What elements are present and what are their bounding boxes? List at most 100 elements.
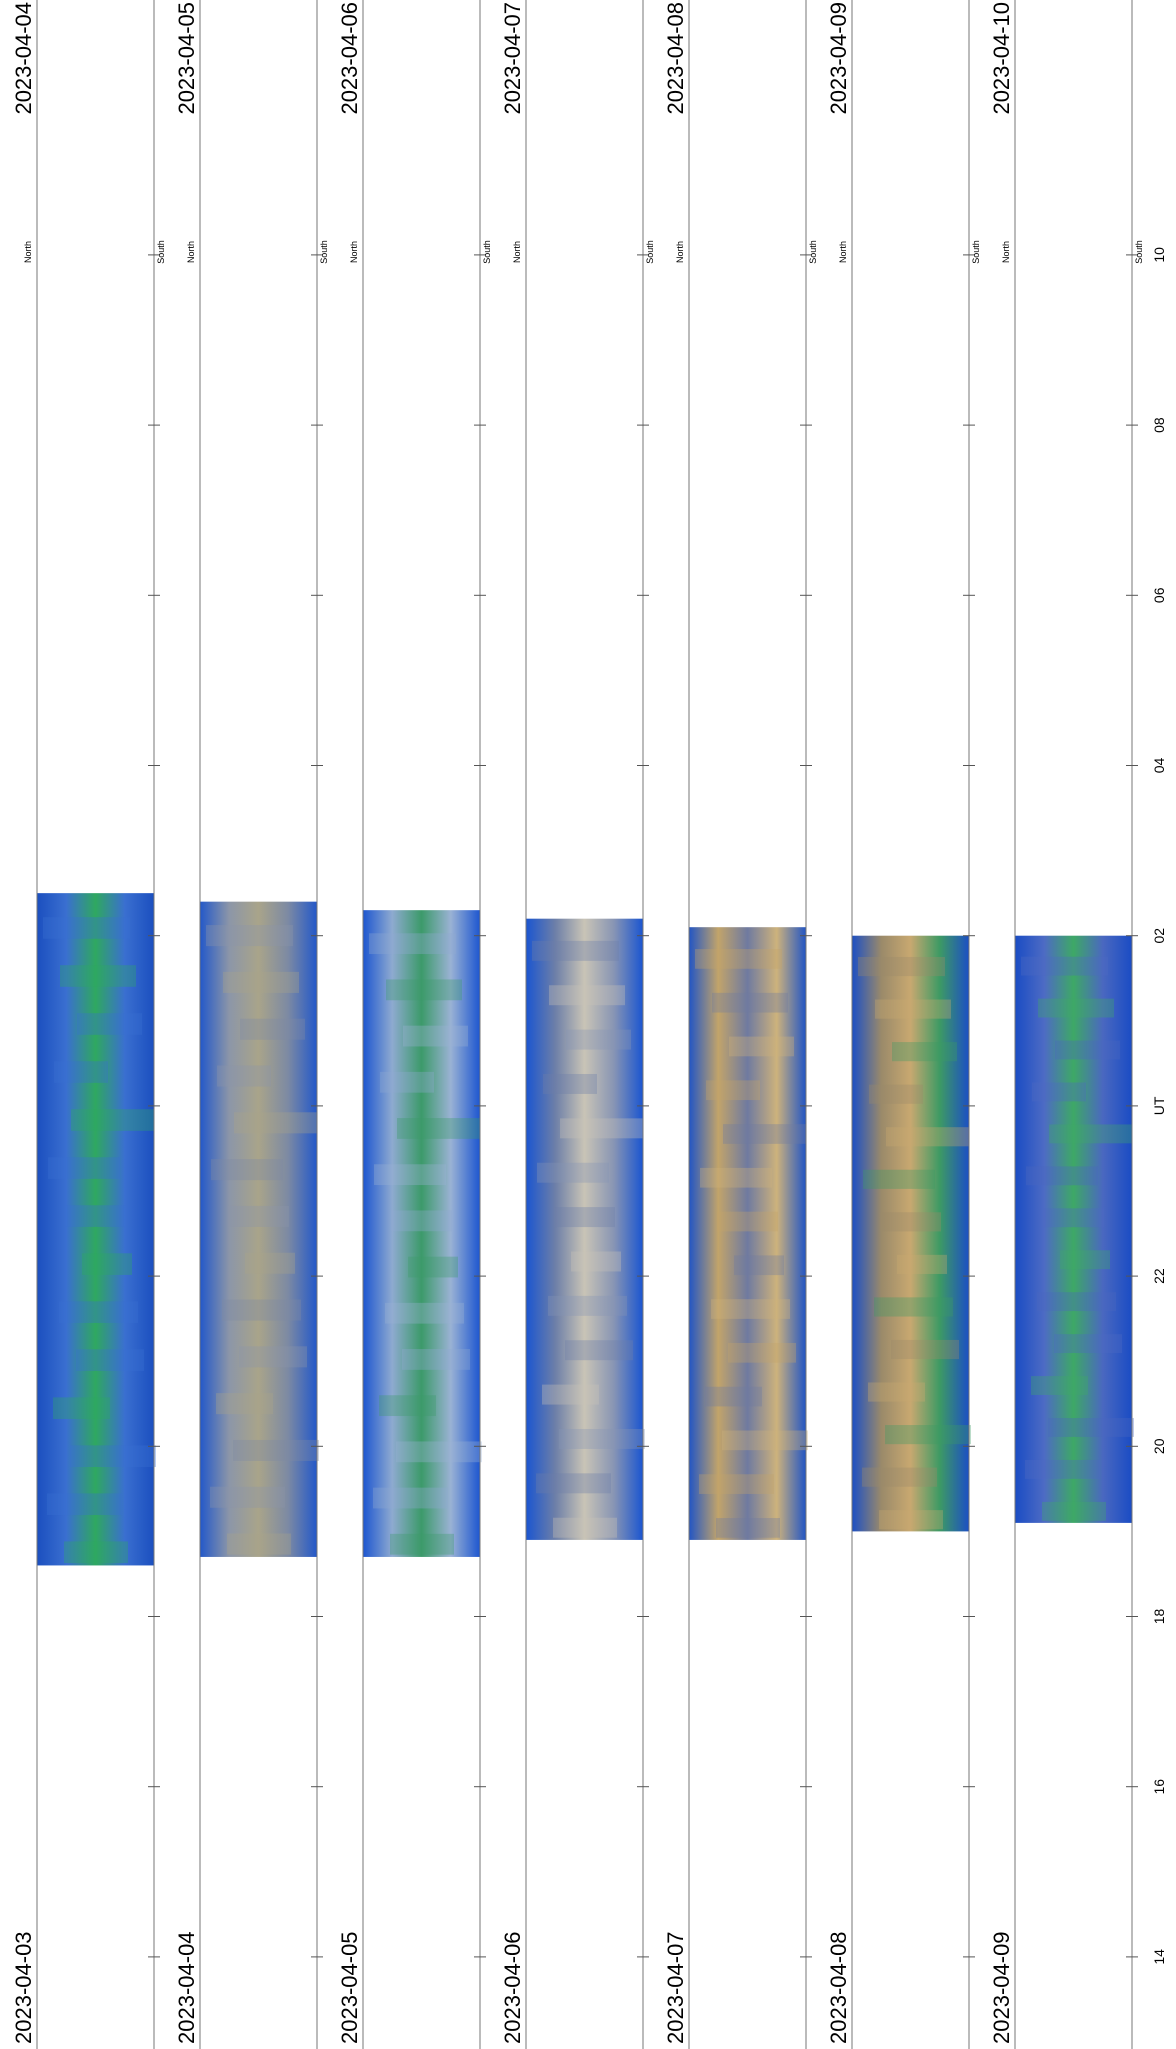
panel-start-date: 2023-04-04 <box>174 1931 199 2044</box>
keogram-streak <box>1037 1292 1116 1311</box>
keogram-streak <box>874 1297 953 1316</box>
keogram-streak <box>553 1518 617 1538</box>
keogram-streak <box>862 1468 937 1487</box>
keogram-streak <box>722 1430 808 1450</box>
panel-start-date: 2023-04-03 <box>11 1931 36 2044</box>
keogram-streak <box>227 1534 291 1555</box>
south-label: South <box>482 240 492 264</box>
keogram-streak <box>206 925 293 946</box>
keogram-streak <box>397 1118 480 1139</box>
keogram-streak <box>706 1080 760 1100</box>
axis-tick-label: 02 <box>1151 928 1167 944</box>
keogram-streak <box>1043 1208 1104 1227</box>
keogram-streak <box>1049 1124 1132 1143</box>
keogram-streak <box>391 1210 452 1231</box>
north-label: North <box>512 241 522 263</box>
keogram-streak <box>1031 1376 1088 1395</box>
axis-tick-label: 06 <box>1151 587 1167 603</box>
keogram-streak <box>222 1300 301 1321</box>
keogram-streak <box>548 1296 627 1316</box>
keogram-streak <box>223 972 299 993</box>
keogram-streak <box>565 1340 633 1360</box>
axis-tick-label: 14 <box>1151 1949 1167 1965</box>
panel-end-date: 2023-04-08 <box>663 2 688 115</box>
panel-end-date: 2023-04-06 <box>337 2 362 115</box>
panel-start-date: 2023-04-09 <box>989 1931 1014 2044</box>
panel-end-date: 2023-04-10 <box>989 2 1014 115</box>
keogram-streak <box>43 917 130 939</box>
keogram-streak <box>374 1164 446 1185</box>
keogram-streak <box>885 1425 971 1444</box>
keogram-streak <box>554 1207 615 1227</box>
time-axis: 1416182022UT0204060810 <box>1151 247 1167 1965</box>
keogram-streak <box>211 1159 283 1180</box>
keogram-streak <box>868 1382 925 1401</box>
keogram-streak <box>70 1445 156 1467</box>
keogram-streak <box>403 1026 468 1047</box>
keogram-streak <box>408 1257 458 1278</box>
north-label: North <box>1001 241 1011 263</box>
south-label: South <box>645 240 655 264</box>
keogram-streak <box>59 1301 138 1323</box>
panel-start-date: 2023-04-08 <box>826 1931 851 2044</box>
keogram-streak <box>717 1212 778 1232</box>
keogram-streak <box>234 1112 317 1133</box>
keogram-panel: 2023-04-052023-04-06North South <box>337 0 492 2049</box>
keogram-streak <box>566 1030 631 1050</box>
keogram-streak <box>869 1085 923 1104</box>
keogram-streak <box>1021 957 1108 976</box>
keogram-streak <box>537 1163 609 1183</box>
keogram-streak <box>543 1074 597 1094</box>
keogram-streak <box>699 1474 774 1494</box>
keogram-streak <box>47 1493 122 1515</box>
keogram-streak <box>402 1349 470 1370</box>
axis-tick-label: 20 <box>1151 1438 1167 1454</box>
keogram-streak <box>48 1157 120 1179</box>
keogram-streak <box>71 1109 154 1131</box>
keogram-streak <box>1026 1166 1098 1185</box>
keogram-streak <box>695 949 782 969</box>
keogram-streak <box>1032 1082 1086 1101</box>
keogram-streak <box>369 933 456 954</box>
keogram-streak <box>1060 1250 1110 1269</box>
keogram-streak <box>1038 999 1114 1018</box>
keogram-streak <box>65 1205 126 1227</box>
keogram-streak <box>217 1065 271 1086</box>
keogram-streak <box>386 979 462 1000</box>
panel-start-date: 2023-04-06 <box>500 1931 525 2044</box>
keogram-streak <box>705 1387 762 1407</box>
keogram-streak <box>897 1255 947 1274</box>
keogram-streak <box>54 1061 108 1083</box>
axis-tick-label: 22 <box>1151 1268 1167 1284</box>
keogram-panels: 2023-04-03 2023-04-04 North South 2023-04-04… <box>11 0 1144 2049</box>
keogram-streak <box>1048 1418 1134 1437</box>
keogram-streak <box>77 1013 142 1035</box>
keogram-streak <box>216 1393 273 1414</box>
south-label: South <box>808 240 818 264</box>
axis-tick-label: 04 <box>1151 758 1167 774</box>
panel-end-date: 2023-04-04 <box>11 2 36 115</box>
keogram-streak <box>373 1488 448 1509</box>
keogram-streak <box>379 1395 436 1416</box>
keogram-streak <box>1042 1502 1106 1521</box>
keogram-streak <box>863 1170 935 1189</box>
keogram-streak <box>716 1518 780 1538</box>
keogram-panel: 2023-04-082023-04-09North South <box>826 0 981 2049</box>
keogram-streak <box>239 1346 307 1367</box>
keogram-streak <box>728 1343 796 1363</box>
keogram-streak <box>82 1253 132 1275</box>
north-label: North <box>838 241 848 263</box>
axis-tick-label: 16 <box>1151 1779 1167 1795</box>
keogram-streak <box>1054 1334 1122 1353</box>
keogram-streak <box>711 1299 790 1319</box>
axis-label: UT <box>1151 1096 1167 1115</box>
keogram-streak <box>891 1340 959 1359</box>
keogram-streak <box>892 1042 957 1061</box>
keogram-streak <box>390 1534 454 1555</box>
keogram-streak <box>879 1510 943 1529</box>
keogram-streak <box>729 1037 794 1057</box>
north-label: North <box>675 241 685 263</box>
panel-end-date: 2023-04-07 <box>500 2 525 115</box>
keogram-streak <box>880 1212 941 1231</box>
